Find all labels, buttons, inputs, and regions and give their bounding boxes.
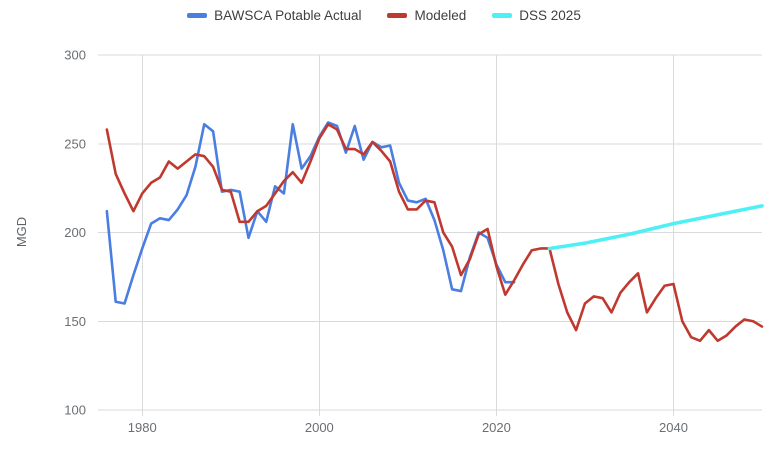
y-tick-label-250: 250 — [64, 136, 86, 151]
x-tick-label-2040: 2040 — [659, 420, 688, 435]
legend-item-bawsca-potable-actual[interactable]: BAWSCA Potable Actual — [187, 8, 361, 23]
x-tick-marks — [141, 410, 674, 416]
legend-label-dss-2025: DSS 2025 — [519, 8, 581, 23]
y-axis-title: MGD — [14, 217, 29, 247]
y-axis-ticks: 100 150 200 250 300 — [64, 48, 86, 418]
legend-swatch-dss-2025 — [492, 13, 513, 18]
x-axis-ticks: 1980 2000 2020 2040 — [128, 420, 688, 435]
legend-label-modeled: Modeled — [414, 8, 467, 23]
legend-swatch-bawsca-potable-actual — [187, 13, 208, 18]
y-tick-label-200: 200 — [64, 225, 86, 240]
chart-legend: BAWSCA Potable Actual Modeled DSS 2025 — [0, 8, 768, 23]
series-line-dss-2025 — [547, 204, 764, 251]
series-line-bawsca-potable-actual — [105, 121, 516, 305]
gridlines — [98, 54, 762, 411]
series-lines — [105, 121, 764, 343]
legend-item-modeled[interactable]: Modeled — [387, 8, 466, 23]
x-tick-label-2020: 2020 — [482, 420, 511, 435]
y-tick-label-100: 100 — [64, 403, 86, 418]
legend-label-bawsca-potable-actual: BAWSCA Potable Actual — [214, 8, 362, 23]
series-line-modeled — [105, 122, 764, 343]
x-tick-label-2000: 2000 — [305, 420, 334, 435]
y-tick-label-300: 300 — [64, 48, 86, 63]
y-tick-label-150: 150 — [64, 314, 86, 329]
legend-swatch-modeled — [387, 13, 408, 18]
x-tick-label-1980: 1980 — [128, 420, 157, 435]
legend-item-dss-2025[interactable]: DSS 2025 — [492, 8, 581, 23]
